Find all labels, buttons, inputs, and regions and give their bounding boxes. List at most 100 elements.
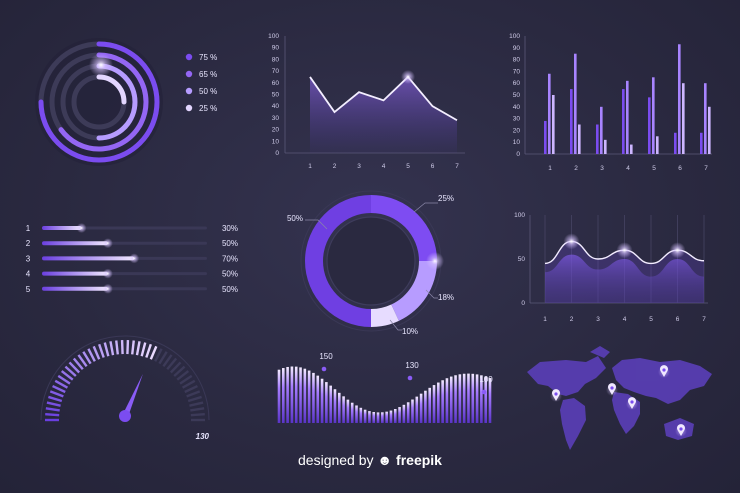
bar: [552, 95, 555, 154]
gauge-tick: [166, 357, 178, 371]
row-index: 3: [26, 254, 31, 263]
legend-label: 50 %: [199, 87, 217, 96]
hbar: [42, 271, 108, 276]
radial-glow: [89, 53, 113, 77]
wave-bar: [277, 369, 281, 423]
x-tick-label: 3: [357, 163, 361, 170]
x-tick-label: 1: [308, 163, 312, 170]
x-tick-label: 7: [704, 165, 708, 172]
wave-bar: [432, 385, 436, 423]
bar: [708, 106, 711, 154]
radial-bar: [58, 52, 149, 152]
x-tick-label: 5: [406, 163, 410, 170]
peak-label: 130: [405, 361, 419, 370]
legend-dot: [185, 104, 193, 112]
donut-slice: [305, 195, 371, 327]
x-tick-label: 3: [600, 165, 604, 172]
wave-bar: [484, 376, 487, 423]
wave-bar: [337, 392, 341, 423]
y-tick-label: 0: [275, 150, 279, 157]
gauge-tick: [190, 407, 205, 412]
bar: [700, 132, 703, 154]
bar: [604, 139, 607, 154]
wave-bar: [350, 402, 354, 423]
wave-bar: [372, 412, 376, 423]
callout-line: [305, 219, 328, 230]
gauge-tick: [64, 365, 77, 377]
wave-area: [545, 254, 704, 303]
y-tick-label: 10: [272, 138, 280, 145]
wave-bar: [312, 372, 315, 423]
wave-bar: [488, 378, 492, 423]
map-pin-center: [554, 392, 558, 396]
hbar: [42, 286, 108, 291]
bar: [656, 136, 659, 154]
bar: [626, 80, 629, 154]
bar: [630, 144, 633, 154]
wave-bar: [346, 399, 350, 423]
wave-bar: [424, 390, 427, 423]
y-tick-label: 60: [272, 80, 280, 87]
x-tick-label: 1: [548, 165, 552, 172]
wave-bar: [290, 366, 294, 423]
donut-slice: [371, 304, 399, 328]
wave-bar: [333, 389, 337, 423]
x-tick-label: 2: [570, 316, 574, 323]
wave-bar: [467, 373, 470, 423]
y-tick-label: 40: [513, 104, 521, 111]
wave-bar: [282, 368, 285, 423]
gauge-tick: [179, 374, 193, 385]
legend-label: 75 %: [199, 53, 217, 62]
donut-glow: [426, 252, 444, 270]
peak-dot: [407, 375, 413, 381]
y-tick-label: 90: [272, 45, 280, 52]
legend-dot: [185, 87, 193, 95]
legend-dot: [185, 53, 193, 61]
donut-slice: [371, 195, 437, 261]
wave-bar: [462, 373, 466, 423]
gauge-tick: [60, 370, 74, 381]
hbar-glow: [129, 253, 140, 264]
wave-bar: [307, 370, 311, 423]
area-line: [309, 75, 458, 122]
bar: [678, 44, 681, 155]
gauge-tick: [184, 384, 198, 394]
wave-bar: [389, 410, 393, 423]
wave-bar: [445, 378, 449, 423]
hbar-value: 50%: [222, 239, 238, 248]
gauge-tick: [176, 370, 190, 381]
wave-bar: [449, 376, 453, 423]
gauge-tick: [46, 401, 61, 407]
callout-line: [389, 319, 402, 331]
gauge-tick: [189, 401, 204, 407]
gauge-tick: [57, 374, 71, 385]
y-tick-label: 80: [272, 56, 280, 63]
radial-bar: [96, 74, 127, 105]
radial-bar: [38, 41, 160, 163]
row-index: 2: [26, 239, 31, 248]
continent: [612, 392, 640, 434]
x-tick-label: 2: [574, 165, 578, 172]
wave-bar: [480, 375, 483, 423]
bar: [652, 77, 655, 154]
gauge-tick: [140, 342, 147, 357]
continent: [612, 358, 712, 404]
hbar: [42, 256, 135, 261]
hbar-value: 30%: [222, 224, 238, 233]
legend-dot: [185, 70, 193, 78]
gauge-tick: [45, 407, 60, 412]
gauge-value: 130: [196, 432, 210, 441]
map-pin-center: [662, 368, 666, 372]
wave-bar: [355, 405, 358, 423]
gauge-tick: [82, 351, 92, 365]
gauge-tick: [145, 343, 152, 358]
gauge-tick: [72, 357, 84, 371]
area-glow: [401, 69, 415, 84]
legend-label: 65 %: [199, 70, 217, 79]
gauge-tick: [135, 341, 141, 356]
bar: [574, 53, 577, 155]
wave-bar: [437, 382, 440, 423]
y-tick-label: 0: [516, 151, 520, 158]
y-tick-label: 70: [513, 68, 521, 75]
y-tick-label: 100: [514, 212, 525, 219]
